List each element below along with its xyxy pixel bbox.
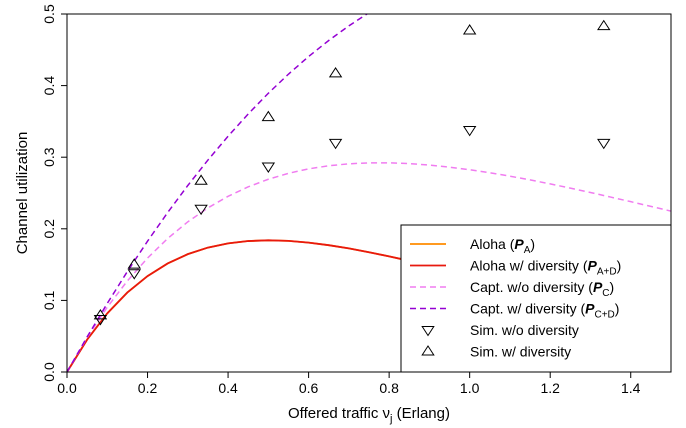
sim-without-diversity-point [194, 204, 208, 216]
x-axis: 0.0 0.2 0.4 0.6 0.8 1.0 1.2 1.4 [57, 372, 641, 396]
x-tick-label: 0.6 [299, 380, 319, 396]
y-tick-label: 0.3 [41, 147, 57, 167]
x-tick-label: 1.2 [540, 380, 560, 396]
sim-with-diversity-point [462, 24, 477, 35]
legend: Aloha (PA)Aloha w/ diversity (PA+D)Capt.… [400, 224, 672, 373]
sim-without-diversity-point [462, 126, 477, 137]
legend-entry-2: Capt. w/o diversity (PC) [470, 279, 614, 299]
sim-with-diversity-point [127, 258, 141, 269]
plot-frame [66, 13, 672, 373]
legend-entry-4: Sim. w/o diversity [470, 322, 579, 338]
legend-marker-4 [421, 326, 435, 337]
sim-without-diversity-point [597, 138, 611, 150]
x-tick-label: 0.0 [57, 380, 77, 396]
y-axis: 0.0 0.1 0.2 0.3 0.4 0.5 [41, 4, 67, 382]
y-tick-label: 0.0 [41, 362, 57, 382]
y-axis-label: Channel utilization [14, 132, 31, 255]
x-axis-label: Offered traffic νj (Erlang) [288, 405, 450, 425]
sim-with-diversity-point [328, 66, 343, 78]
legend-box [400, 224, 672, 373]
x-axis-label-subscript: j [389, 413, 392, 425]
sim-without-diversity-point [261, 162, 276, 173]
sim-without-diversity-point [328, 138, 343, 150]
y-tick-label: 0.4 [41, 76, 57, 96]
legend-entry-0: Aloha (PA) [470, 236, 535, 256]
x-tick-label: 0.8 [379, 380, 399, 396]
sim-with-diversity-point [261, 110, 276, 122]
y-tick-label: 0.2 [41, 219, 57, 239]
sim-without-diversity-point [93, 315, 108, 326]
sim-with-diversity-point [194, 174, 208, 185]
x-tick-label: 0.4 [218, 380, 238, 396]
sim-without-diversity-point [127, 269, 141, 280]
legend-marker-5 [421, 345, 435, 356]
x-tick-label: 1.0 [460, 380, 480, 396]
plot-points [93, 19, 611, 326]
legend-entry-1: Aloha w/ diversity (PA+D) [470, 258, 621, 278]
sim-with-diversity-point [597, 19, 611, 31]
y-tick-label: 0.1 [41, 290, 57, 310]
x-tick-label: 0.2 [138, 380, 158, 396]
series-line-2 [67, 162, 671, 372]
y-tick-label: 0.5 [41, 4, 57, 24]
sim-with-diversity-point [93, 309, 108, 320]
legend-entry-3: Capt. w/ diversity (PC+D) [470, 301, 619, 321]
legend-entry-5: Sim. w/ diversity [470, 344, 571, 360]
x-tick-label: 1.4 [621, 380, 641, 396]
